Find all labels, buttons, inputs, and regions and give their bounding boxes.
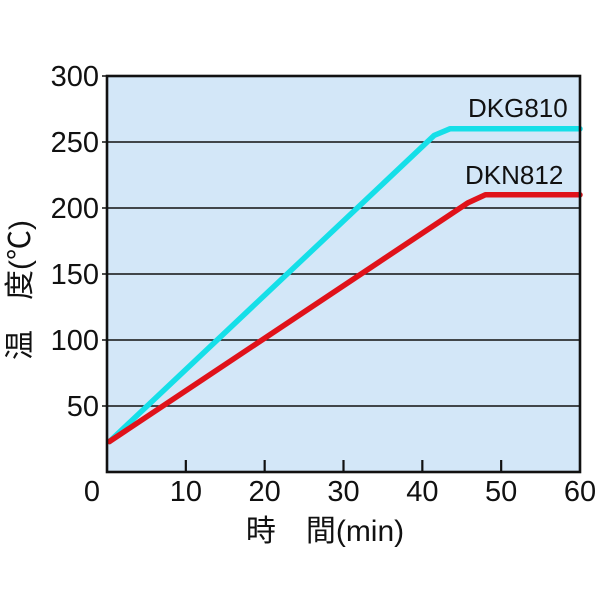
x-tick-label-20: 20 (249, 476, 281, 508)
series-label-dkg810: DKG810 (468, 93, 568, 123)
x-tick-label-60: 60 (564, 476, 596, 508)
y-tick-label-150: 150 (51, 259, 99, 291)
series-line-dkn812 (106, 192, 583, 445)
y-axis-title: 温 度(℃) (4, 220, 37, 360)
x-tick-label-30: 30 (327, 476, 359, 508)
chart-generated-layer: 50 100 150 200 250 300 0 10 20 30 40 50 60 (51, 61, 597, 508)
y-tick-label-100: 100 (51, 325, 99, 357)
series-line-dkg810 (106, 126, 583, 445)
y-tick-label-250: 250 (51, 127, 99, 159)
x-tick-label-0: 0 (84, 476, 100, 508)
y-tick-label-50: 50 (67, 391, 99, 423)
x-axis-title: 時 間(min) (246, 515, 404, 548)
x-tick-label-40: 40 (406, 476, 438, 508)
x-tick-label-10: 10 (170, 476, 202, 508)
plot-border (105, 74, 582, 474)
x-tick-label-50: 50 (485, 476, 517, 508)
y-tick-label-300: 300 (51, 61, 99, 93)
y-tick-label-200: 200 (51, 193, 99, 225)
series-label-dkn812: DKN812 (465, 160, 563, 190)
